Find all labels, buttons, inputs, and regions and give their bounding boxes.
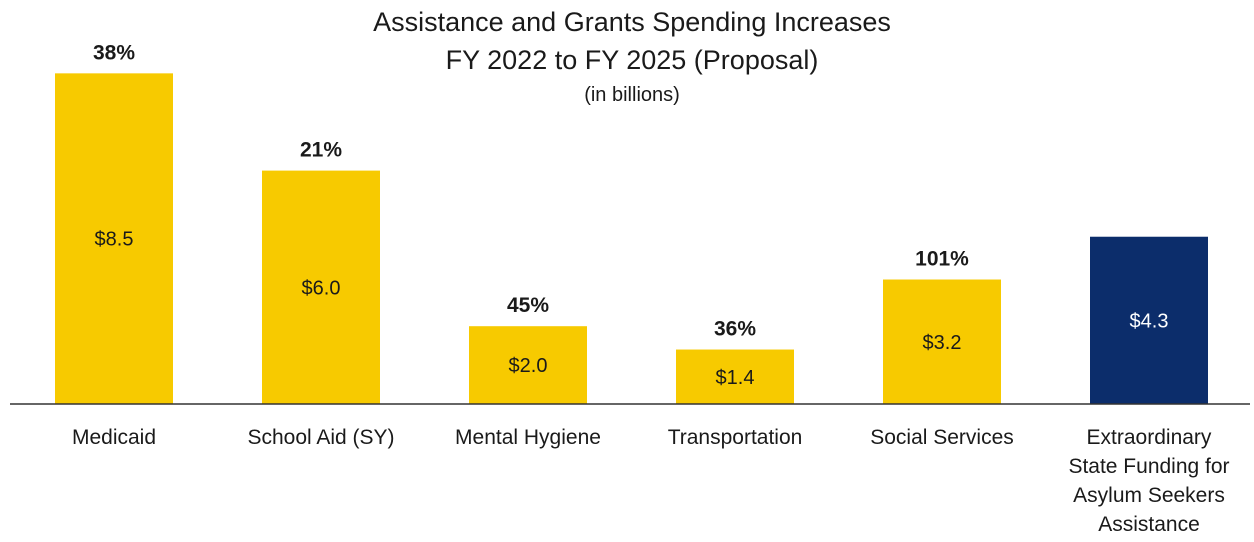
bars-layer: $8.5 38% $6.0 21% $2.0 45% $1.4 36% $3.2 101% $4.3 [55,41,1208,404]
bar-percent-label-4: 36% [714,318,756,341]
labels-layer: Medicaid School Aid (SY) Mental Hygiene Tra… [72,426,1230,536]
bar-3 [469,326,587,404]
bar-percent-label-3: 45% [507,294,549,317]
bar-5 [883,279,1001,404]
bar-percent-label-5: 101% [915,248,969,271]
bar-value-label-1: $8.5 [95,229,134,251]
category-label-5: Social Services [870,426,1014,449]
bar-percent-label-1: 38% [93,41,135,64]
category-label-6-line-2: State Funding for [1068,455,1229,478]
bar-value-label-2: $6.0 [302,277,341,299]
chart-title-line-1: Assistance and Grants Spending Increases [373,7,891,37]
bar-value-label-6: $4.3 [1130,310,1169,332]
chart-subtitle: (in billions) [584,84,680,106]
category-label-1: Medicaid [72,426,156,449]
bar-value-label-4: $1.4 [716,367,755,389]
bar-4 [676,349,794,404]
category-label-6-line-1: Extraordinary [1087,426,1212,449]
bar-percent-label-2: 21% [300,139,342,162]
category-label-4: Transportation [668,426,803,449]
bar-value-label-3: $2.0 [509,355,548,377]
category-label-6-line-4: Assistance [1098,513,1200,536]
bar-6 [1090,236,1208,404]
chart-title-line-2: FY 2022 to FY 2025 (Proposal) [446,45,819,75]
bar-value-label-5: $3.2 [923,332,962,354]
bar-1 [55,73,173,404]
category-label-2: School Aid (SY) [247,426,394,449]
bar-2 [262,170,380,404]
category-label-3: Mental Hygiene [455,426,601,449]
category-label-6-line-3: Asylum Seekers [1073,484,1225,507]
